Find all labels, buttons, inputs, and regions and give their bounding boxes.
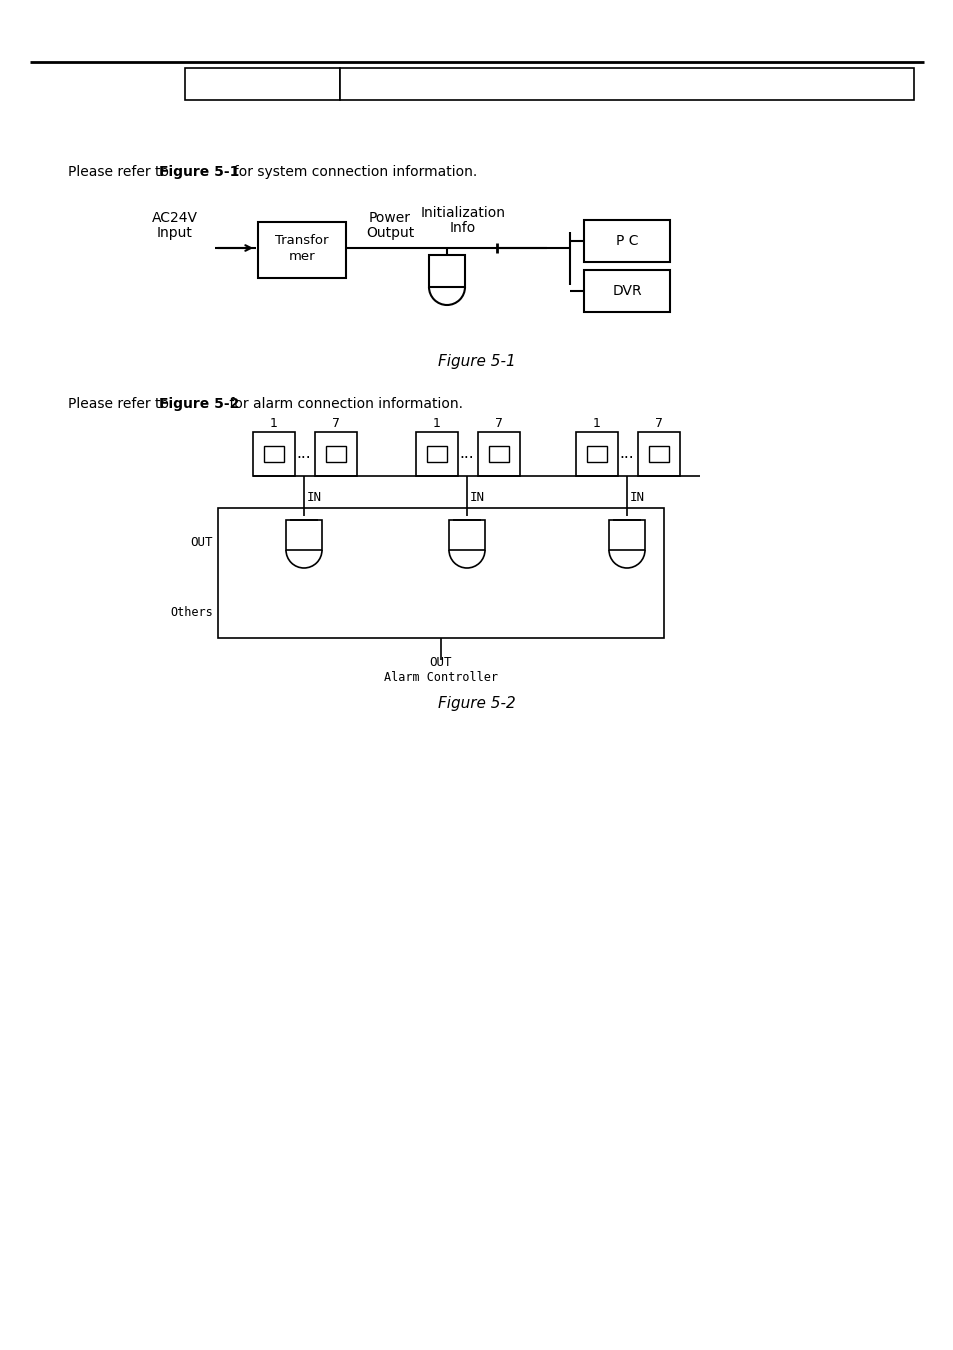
Bar [326,446,346,462]
Text: Transfor: Transfor [275,234,329,247]
Text: IN: IN [470,491,484,505]
Text: Figure 5-1: Figure 5-1 [437,355,516,370]
Bar [218,508,663,639]
Text: mer: mer [289,250,315,262]
Text: Input: Input [157,225,193,240]
Bar [648,446,668,462]
Text: Figure 5-2: Figure 5-2 [437,697,516,711]
Text: 1: 1 [593,417,600,431]
Text: Figure 5-2: Figure 5-2 [159,397,239,410]
Bar [608,520,644,549]
Bar [449,520,484,549]
Bar [264,446,284,462]
Text: Initialization: Initialization [420,207,505,220]
Text: Figure 5-1: Figure 5-1 [159,165,239,180]
Bar [339,68,913,100]
Text: 1: 1 [433,417,440,431]
Bar [257,221,346,278]
Bar [253,432,294,477]
Text: OUT: OUT [191,536,213,549]
Text: AC24V: AC24V [152,211,198,225]
Text: 7: 7 [495,417,502,431]
Text: ...: ... [619,447,634,462]
Text: ...: ... [296,447,311,462]
Text: 7: 7 [332,417,339,431]
Text: 1: 1 [270,417,277,431]
Text: ...: ... [459,447,474,462]
Bar [185,68,339,100]
Bar [477,432,519,477]
Bar [638,432,679,477]
Text: Info: Info [450,221,476,235]
Bar [586,446,606,462]
Text: P C: P C [615,234,638,248]
Text: Output: Output [366,225,414,240]
Text: Others: Others [170,606,213,620]
Bar [489,446,509,462]
Text: OUT: OUT [429,656,452,670]
Text: for system connection information.: for system connection information. [225,165,476,180]
Text: DVR: DVR [612,284,641,298]
Text: Power: Power [369,211,411,225]
Text: IN: IN [307,491,322,505]
Text: IN: IN [629,491,644,505]
Bar [416,432,457,477]
Text: Please refer to: Please refer to [68,397,173,410]
Bar [576,432,618,477]
Text: Alarm Controller: Alarm Controller [384,671,497,684]
Text: 7: 7 [655,417,662,431]
Bar [286,520,322,549]
Bar [583,270,669,312]
Bar [427,446,447,462]
Text: for alarm connection information.: for alarm connection information. [225,397,462,410]
Bar [583,220,669,262]
Bar [429,255,464,288]
Text: Please refer to: Please refer to [68,165,173,180]
Bar [314,432,356,477]
